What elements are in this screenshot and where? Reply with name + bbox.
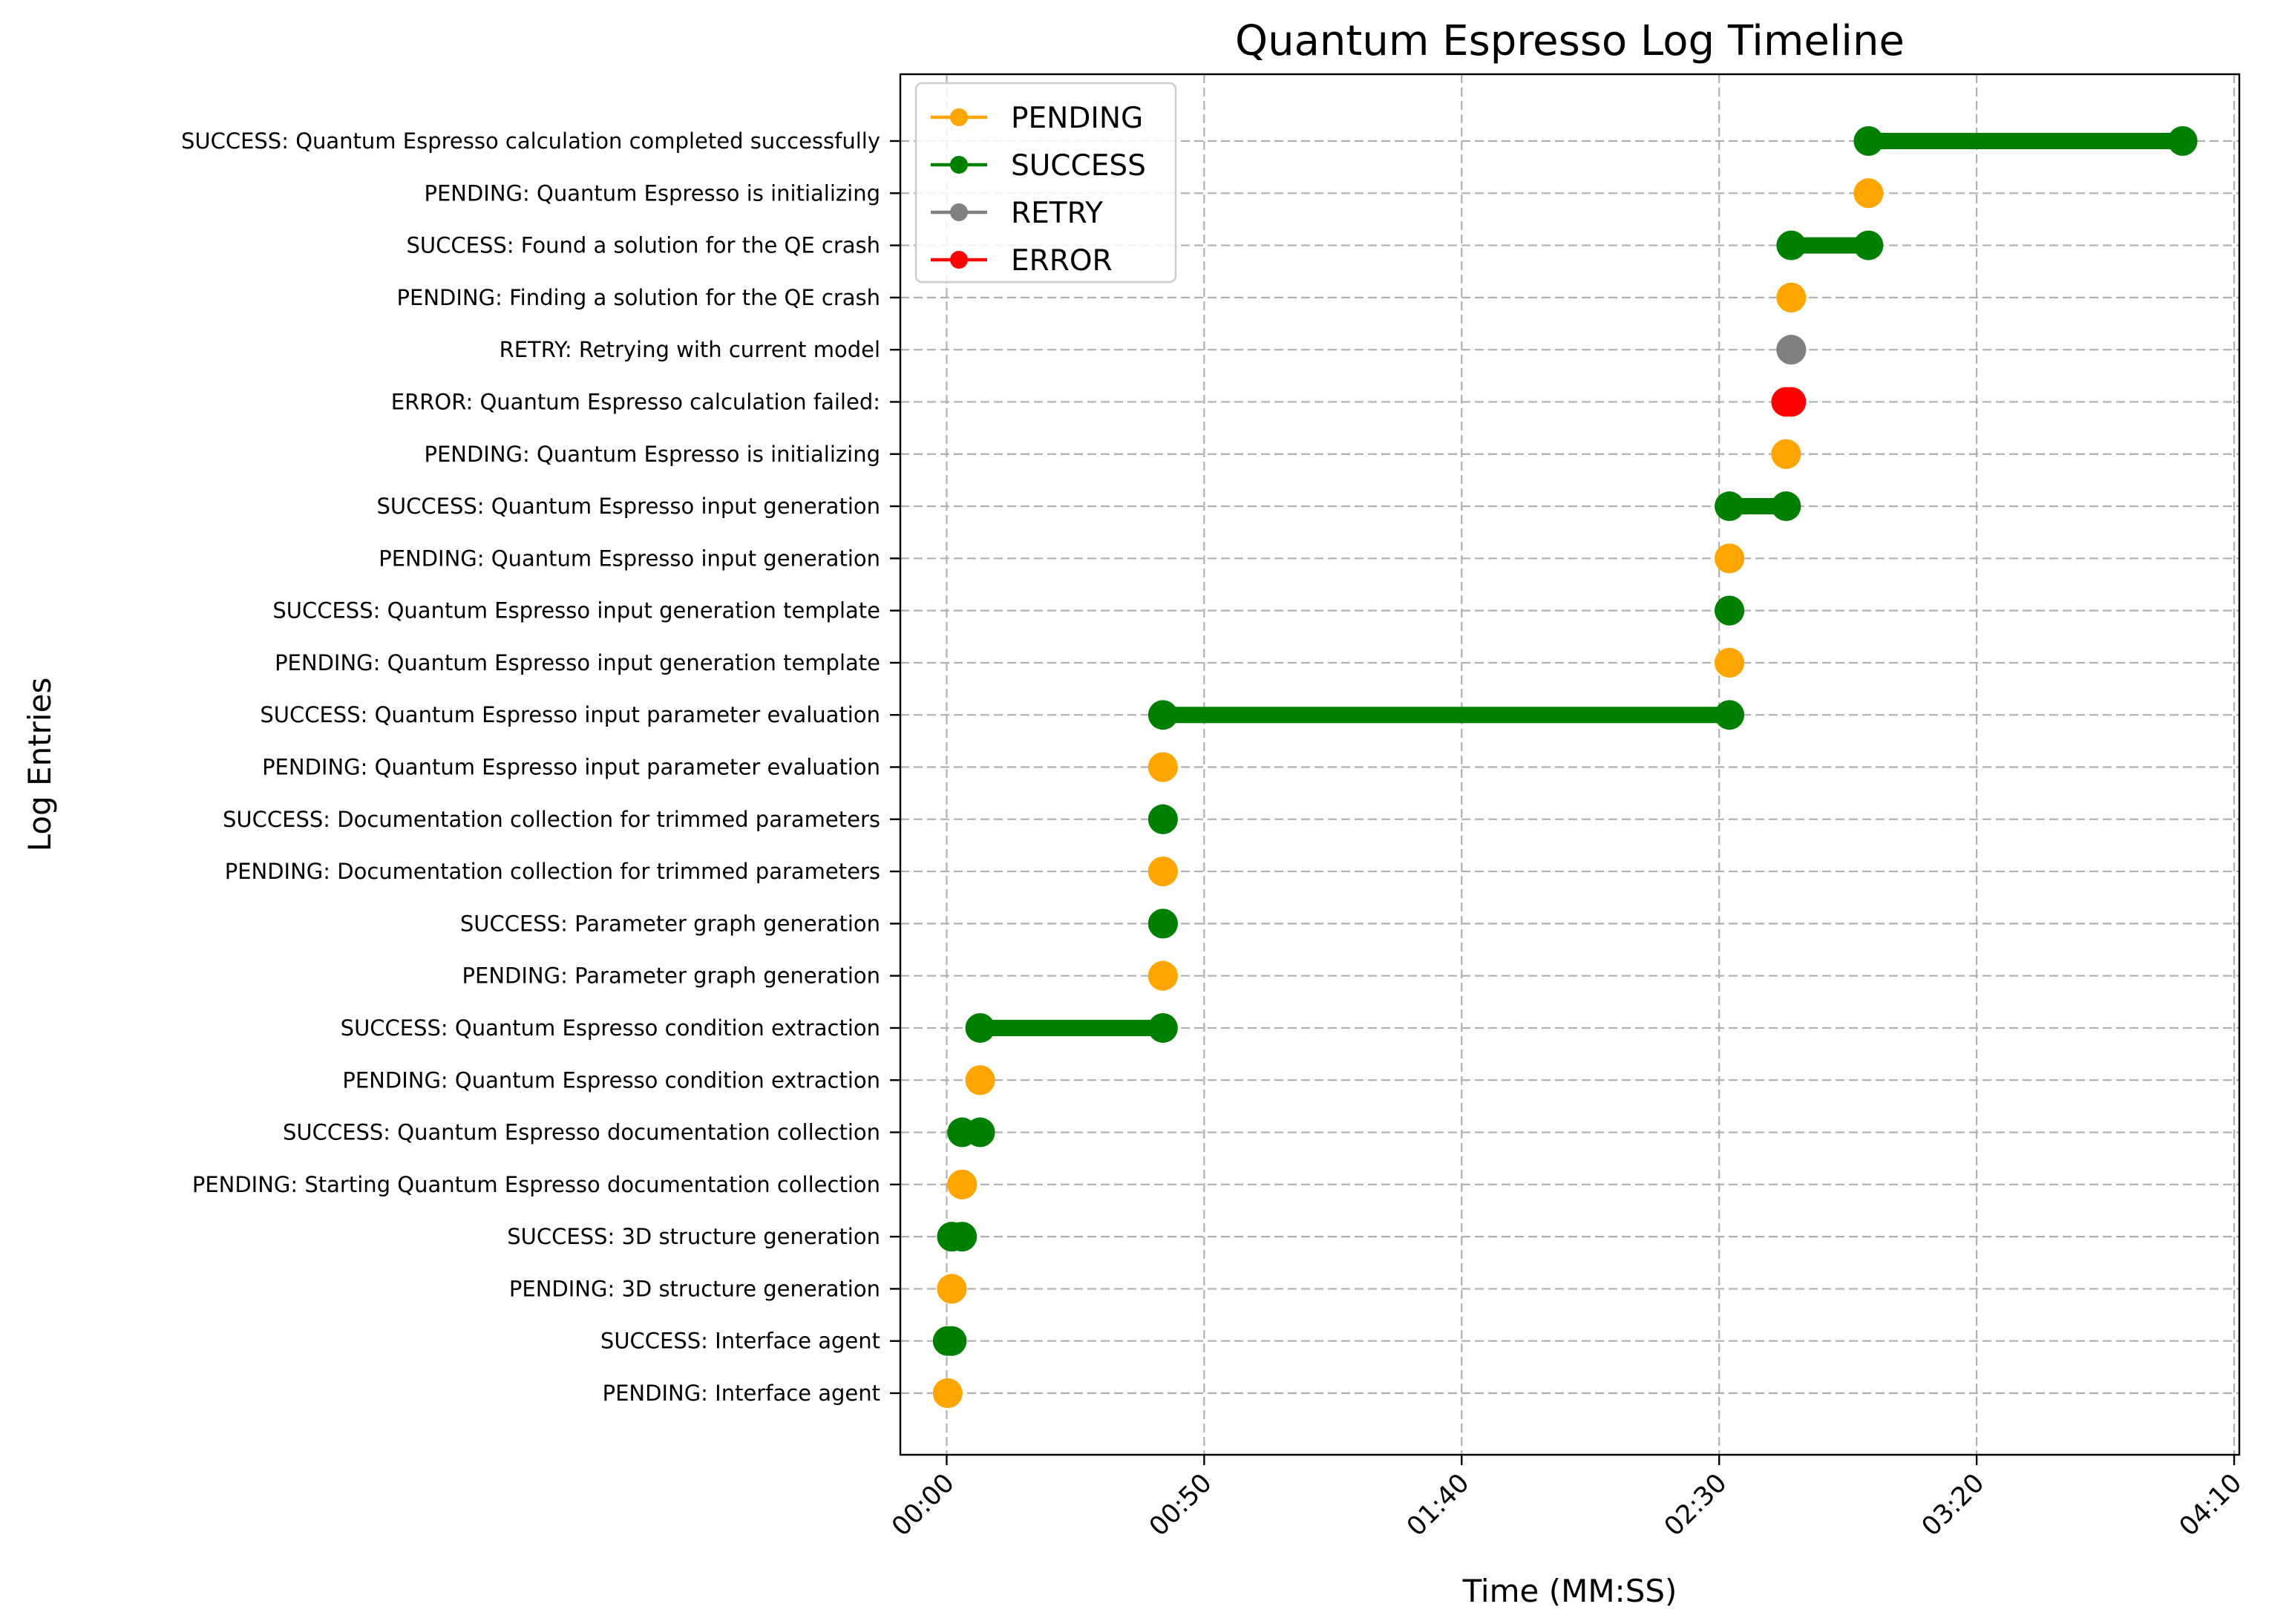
log-entry-end-marker: [932, 1378, 963, 1408]
log-entry-end-marker: [1147, 908, 1178, 939]
y-tick-label: SUCCESS: 3D structure generation: [507, 1224, 880, 1249]
y-tick-label: PENDING: 3D structure generation: [509, 1276, 880, 1301]
log-entry-end-marker: [1715, 543, 1745, 574]
y-axis-ticks: PENDING: Interface agent SUCCESS: Interfa…: [181, 128, 900, 1406]
log-entry-end-marker: [937, 1274, 967, 1304]
y-tick-label: SUCCESS: Found a solution for the QE cra…: [407, 233, 880, 258]
log-entry-start-marker: [1715, 491, 1745, 522]
log-entry-end-marker: [1771, 439, 1801, 469]
y-tick-label: SUCCESS: Quantum Espresso documentation …: [283, 1120, 880, 1145]
y-tick-label: PENDING: Quantum Espresso is initializin…: [424, 180, 880, 206]
y-tick-label: SUCCESS: Quantum Espresso input generati…: [376, 494, 880, 519]
log-entry-end-marker: [1147, 1012, 1178, 1043]
log-entry-end-marker: [1715, 595, 1745, 626]
log-entry-end-marker: [1715, 647, 1745, 678]
log-entry-end-marker: [1771, 491, 1801, 522]
y-tick-label: PENDING: Interface agent: [603, 1381, 880, 1406]
legend-marker: [950, 251, 968, 269]
y-tick-label: PENDING: Finding a solution for the QE c…: [397, 285, 880, 310]
log-entry-end-marker: [965, 1117, 995, 1147]
x-axis-label: Time (MM:SS): [1462, 1573, 1677, 1609]
legend: PENDING SUCCESS RETRY ERROR: [914, 82, 1177, 284]
y-tick-label: PENDING: Quantum Espresso condition extr…: [342, 1067, 880, 1093]
y-tick-label: SUCCESS: Quantum Espresso condition extr…: [341, 1015, 880, 1041]
legend-marker: [950, 156, 968, 174]
y-tick-label: PENDING: Quantum Espresso input generati…: [275, 650, 880, 675]
log-entry-end-marker: [1147, 857, 1178, 887]
legend-box: [914, 82, 1177, 284]
y-tick-label: SUCCESS: Parameter graph generation: [460, 911, 880, 936]
log-entry-end-marker: [1147, 960, 1178, 991]
log-entry-end-marker: [2167, 126, 2198, 156]
plot-frame: [899, 73, 2241, 1456]
log-entry-end-marker: [1776, 335, 1807, 365]
y-tick-label: PENDING: Documentation collection for tr…: [225, 859, 880, 884]
legend-label: PENDING: [1011, 102, 1143, 135]
y-tick-label: PENDING: Starting Quantum Espresso docum…: [192, 1172, 880, 1197]
legend-label: RETRY: [1011, 197, 1103, 230]
log-entry-end-marker: [1776, 387, 1807, 417]
log-entry-start-marker: [1853, 126, 1884, 156]
log-entry-end-marker: [1853, 230, 1884, 261]
y-tick-label: SUCCESS: Quantum Espresso input paramete…: [260, 702, 880, 727]
legend-label: ERROR: [1011, 244, 1113, 278]
y-tick-label: PENDING: Quantum Espresso input paramete…: [262, 755, 880, 780]
y-tick-label: SUCCESS: Quantum Espresso calculation co…: [181, 128, 880, 154]
log-entry-start-marker: [1147, 700, 1178, 730]
y-tick-label: SUCCESS: Documentation collection for tr…: [223, 807, 880, 832]
y-tick-label: PENDING: Quantum Espresso input generati…: [379, 546, 880, 571]
log-entry-end-marker: [947, 1222, 978, 1252]
grid-lines: [900, 74, 2239, 1455]
y-tick-label: RETRY: Retrying with current model: [500, 337, 880, 362]
chart-title: Quantum Espresso Log Timeline: [1235, 17, 1905, 65]
y-tick-label: ERROR: Quantum Espresso calculation fail…: [391, 389, 880, 414]
legend-marker: [950, 203, 968, 221]
log-entry-start-marker: [1776, 230, 1807, 261]
log-entry-start-marker: [965, 1012, 995, 1043]
series-layer: [932, 126, 2198, 1408]
y-axis-label: Log Entries: [22, 678, 58, 852]
legend-label: SUCCESS: [1011, 149, 1146, 183]
log-entry-end-marker: [947, 1169, 978, 1199]
log-entry-end-marker: [1776, 282, 1807, 312]
y-tick-label: PENDING: Quantum Espresso is initializin…: [424, 442, 880, 467]
log-entry-end-marker: [937, 1326, 967, 1356]
log-entry-end-marker: [1715, 700, 1745, 730]
log-entry-end-marker: [1147, 752, 1178, 782]
y-tick-label: SUCCESS: Quantum Espresso input generati…: [272, 598, 880, 623]
log-entry-end-marker: [965, 1065, 995, 1096]
log-entry-end-marker: [1147, 804, 1178, 834]
legend-marker: [950, 108, 968, 126]
y-tick-label: SUCCESS: Interface agent: [600, 1329, 880, 1354]
y-tick-label: PENDING: Parameter graph generation: [462, 963, 880, 989]
log-entry-end-marker: [1853, 178, 1884, 209]
